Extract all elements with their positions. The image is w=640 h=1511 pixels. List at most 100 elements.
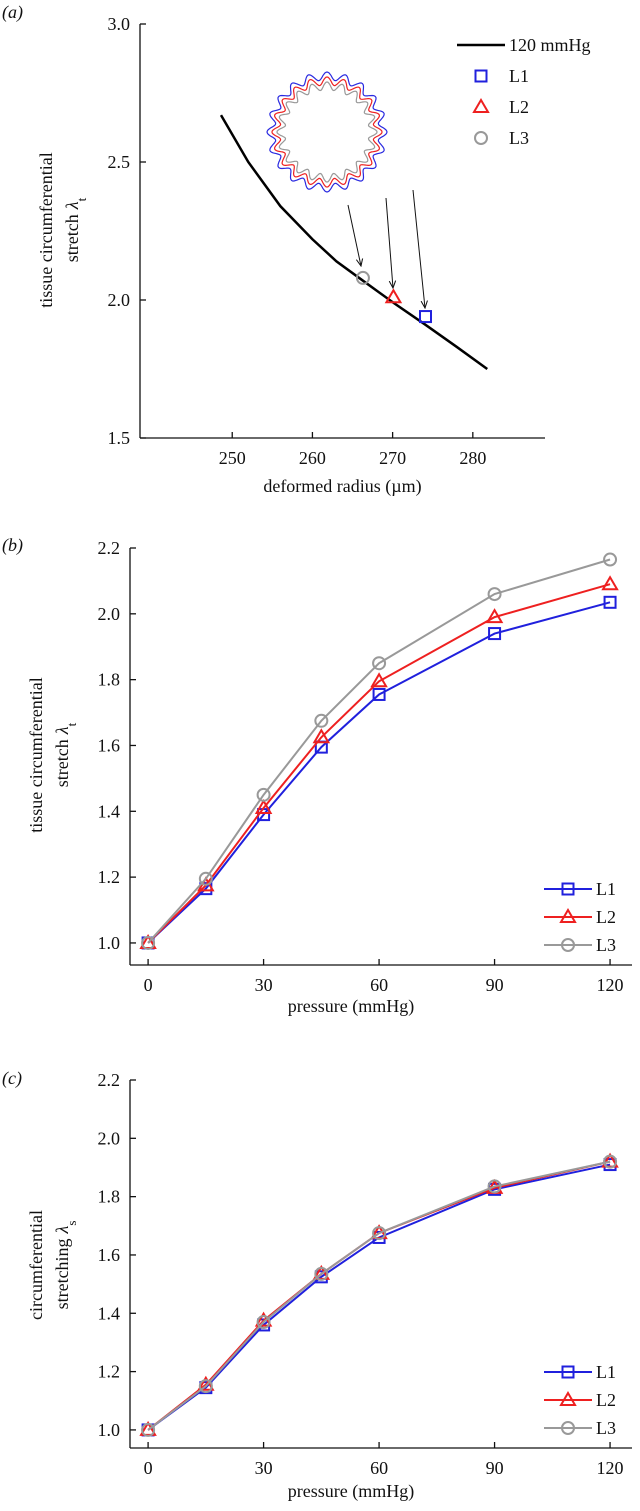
x-axis-label: pressure (mmHg) bbox=[288, 996, 414, 1017]
y-label-line: stretch bbox=[52, 739, 72, 787]
legend-label: L1 bbox=[509, 66, 529, 86]
marker-square bbox=[488, 627, 502, 641]
y-label-symbol: λ bbox=[52, 1225, 72, 1234]
ring bbox=[271, 76, 383, 188]
panel-label: (c) bbox=[2, 1068, 22, 1089]
x-tick-label: 90 bbox=[486, 1458, 504, 1478]
series-line bbox=[147, 583, 611, 944]
y-label-line: stretching bbox=[52, 1238, 72, 1309]
y-label-subscript: t bbox=[74, 197, 89, 201]
y-tick-label: 1.0 bbox=[98, 1420, 121, 1440]
y-label-line: tissue circumferential bbox=[36, 152, 56, 307]
x-tick-label: 30 bbox=[255, 1458, 273, 1478]
legend-label: L2 bbox=[509, 97, 529, 117]
y-tick-label: 2.2 bbox=[98, 538, 121, 558]
legend-label: 120 mmHg bbox=[509, 35, 591, 55]
y-tick-label: 3.0 bbox=[108, 14, 131, 34]
marker-circle bbox=[487, 1179, 502, 1194]
x-tick-label: 270 bbox=[379, 448, 406, 468]
y-tick-label: 2.2 bbox=[98, 1070, 121, 1090]
marker-circle bbox=[141, 1422, 156, 1437]
y-tick-label: 2.0 bbox=[108, 290, 131, 310]
y-tick-label: 2.5 bbox=[108, 152, 131, 172]
legend-marker bbox=[559, 1391, 577, 1406]
arrow bbox=[412, 189, 425, 308]
marker-circle bbox=[198, 871, 213, 886]
legend-marker bbox=[559, 908, 577, 923]
marker-circle bbox=[141, 935, 156, 950]
x-tick-label: 120 bbox=[597, 1458, 624, 1478]
y-tick-label: 1.2 bbox=[98, 1362, 121, 1382]
marker-triangle bbox=[312, 1264, 331, 1280]
series-line bbox=[147, 1160, 611, 1431]
marker-circle bbox=[487, 587, 502, 602]
marker-circle bbox=[603, 552, 618, 567]
y-tick-label: 1.5 bbox=[108, 428, 131, 448]
marker-square bbox=[372, 687, 386, 701]
y-label-subscript: t bbox=[64, 722, 79, 726]
x-tick-label: 90 bbox=[486, 975, 504, 995]
marker-circle bbox=[256, 787, 271, 802]
panel-label: (b) bbox=[2, 535, 23, 556]
ring bbox=[266, 71, 388, 193]
panel-label: (a) bbox=[2, 2, 23, 23]
marker-triangle bbox=[485, 608, 504, 624]
y-axis-label: tissue circumferential stretch λt bbox=[26, 677, 79, 832]
marker-triangle bbox=[254, 799, 273, 815]
y-label-line: tissue circumferential bbox=[26, 677, 46, 832]
marker-square bbox=[603, 595, 617, 609]
legend-label: L3 bbox=[509, 128, 529, 148]
series-line bbox=[147, 1163, 611, 1431]
y-tick-label: 1.4 bbox=[98, 801, 121, 821]
series-line bbox=[219, 114, 488, 371]
marker-circle bbox=[355, 270, 370, 285]
legend-label: L1 bbox=[596, 879, 616, 899]
y-tick-label: 1.2 bbox=[98, 867, 121, 887]
y-tick-label: 1.8 bbox=[98, 670, 121, 690]
marker-square bbox=[419, 310, 433, 324]
x-axis-label: deformed radius (µm) bbox=[263, 476, 421, 497]
y-tick-label: 2.0 bbox=[98, 1128, 121, 1148]
y-tick-label: 1.8 bbox=[98, 1187, 121, 1207]
marker-triangle bbox=[601, 575, 619, 591]
legend-marker bbox=[561, 938, 575, 952]
ring bbox=[276, 81, 378, 183]
legend-label: L2 bbox=[596, 1390, 616, 1410]
marker-circle bbox=[198, 1379, 213, 1394]
marker-triangle bbox=[312, 728, 331, 744]
legend-label: L1 bbox=[596, 1362, 616, 1382]
x-tick-label: 30 bbox=[255, 975, 273, 995]
x-tick-label: 0 bbox=[144, 975, 153, 995]
y-label-subscript: s bbox=[64, 1221, 79, 1226]
y-tick-label: 1.6 bbox=[98, 735, 121, 755]
y-label-line: stretch bbox=[62, 214, 82, 262]
x-tick-label: 60 bbox=[370, 975, 388, 995]
legend-marker bbox=[474, 131, 488, 145]
series-line bbox=[147, 1160, 611, 1431]
x-tick-label: 260 bbox=[299, 448, 326, 468]
y-axis-label: circumferential stretching λs bbox=[26, 1210, 79, 1320]
x-axis-label: pressure (mmHg) bbox=[288, 1481, 414, 1502]
y-tick-label: 1.0 bbox=[98, 933, 121, 953]
legend-marker bbox=[474, 69, 488, 83]
y-label-line: circumferential bbox=[26, 1210, 46, 1320]
y-tick-label: 1.4 bbox=[98, 1303, 121, 1323]
marker-circle bbox=[372, 1226, 387, 1241]
marker-circle bbox=[603, 1154, 618, 1169]
ring-inset bbox=[266, 71, 388, 193]
x-tick-label: 60 bbox=[370, 1458, 388, 1478]
legend-label: L3 bbox=[596, 1418, 616, 1438]
marker-triangle bbox=[384, 288, 403, 304]
marker-circle bbox=[256, 1315, 271, 1330]
series-line bbox=[147, 601, 611, 944]
legend-marker bbox=[561, 1365, 575, 1379]
y-tick-label: 1.6 bbox=[98, 1245, 121, 1265]
arrow bbox=[385, 197, 393, 288]
marker-triangle bbox=[370, 672, 388, 688]
legend-marker bbox=[561, 882, 575, 896]
legend-marker bbox=[472, 98, 490, 113]
series-line bbox=[147, 558, 611, 944]
x-tick-label: 280 bbox=[459, 448, 486, 468]
x-tick-label: 120 bbox=[597, 975, 624, 995]
